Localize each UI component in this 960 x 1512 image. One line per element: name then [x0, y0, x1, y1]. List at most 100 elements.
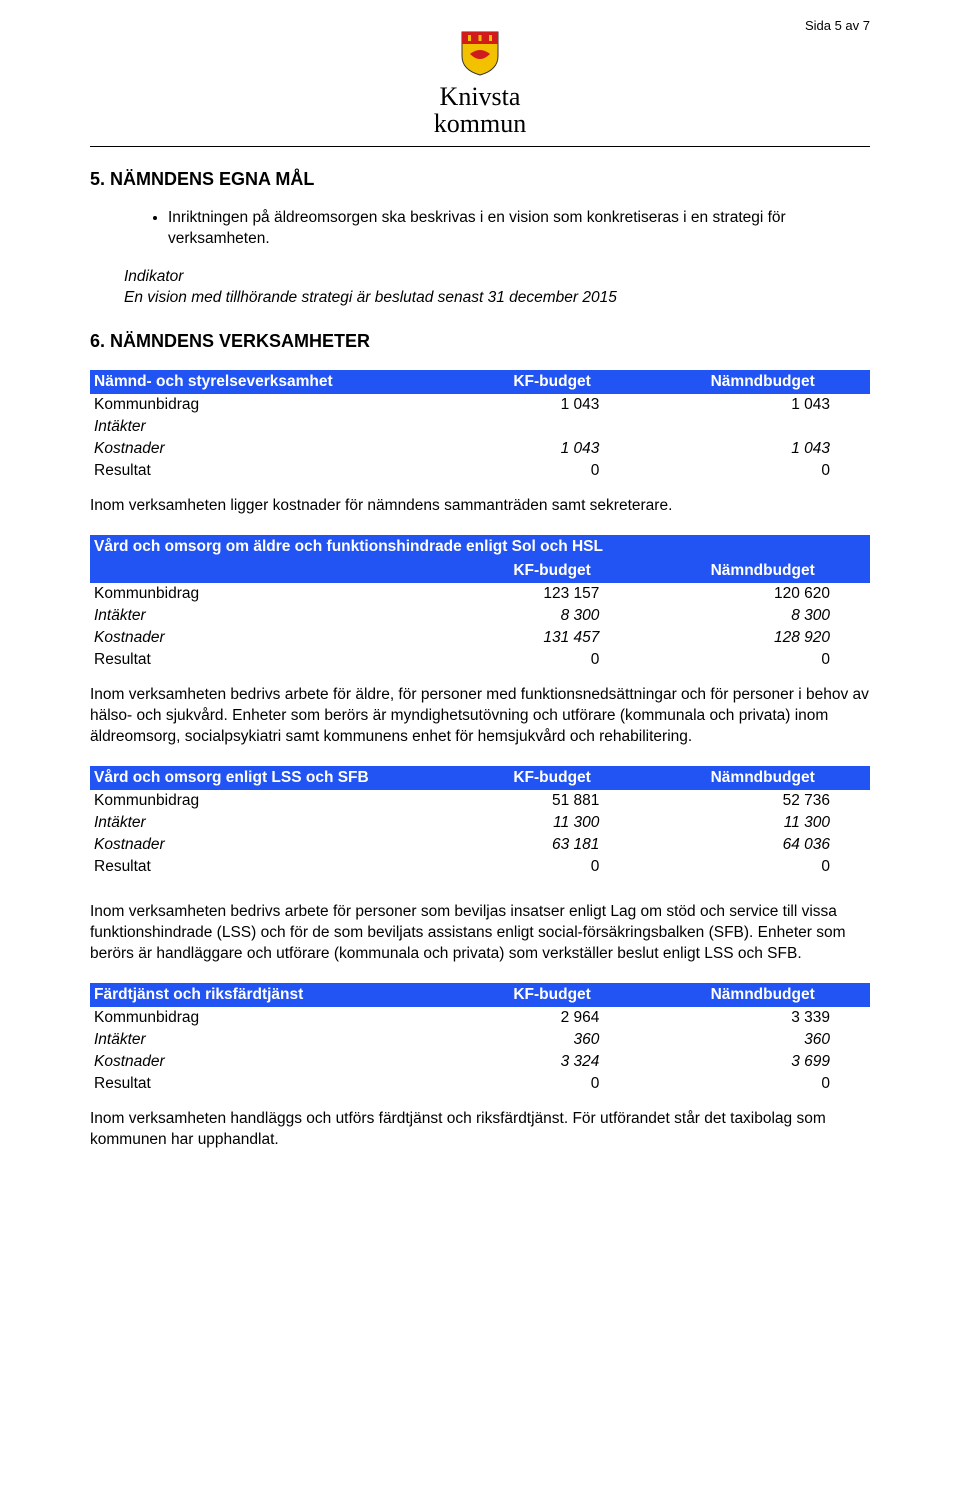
- table-title: Vård och omsorg enligt LSS och SFB: [90, 766, 449, 790]
- table-lss-sfb: Vård och omsorg enligt LSS och SFB KF-bu…: [90, 766, 870, 878]
- para1: Inom verksamheten ligger kostnader för n…: [90, 496, 870, 517]
- row-label: Kommunbidrag: [90, 583, 449, 605]
- row-label: Kostnader: [90, 834, 449, 856]
- bullet-block: Inriktningen på äldreomsorgen ska beskri…: [150, 208, 870, 250]
- table-title: Nämnd- och styrelseverksamhet: [90, 370, 449, 394]
- row-label: Intäkter: [90, 812, 449, 834]
- row-label: Resultat: [90, 1073, 449, 1095]
- logo-line2: kommun: [90, 110, 870, 137]
- row-value-kf: [449, 416, 660, 438]
- table-col2: Nämndbudget: [659, 559, 870, 583]
- row-label: Kommunbidrag: [90, 1007, 449, 1029]
- row-label: Kostnader: [90, 627, 449, 649]
- table-title: Vård och omsorg om äldre och funktionshi…: [90, 535, 870, 559]
- table-row: Intäkter: [90, 416, 870, 438]
- table-row: Resultat00: [90, 1073, 870, 1095]
- table-col2: Nämndbudget: [659, 983, 870, 1007]
- row-value-kf: 0: [449, 460, 660, 482]
- section5-heading: 5. NÄMNDENS EGNA MÅL: [90, 169, 870, 190]
- row-value-namnd: 11 300: [659, 812, 870, 834]
- page-number: Sida 5 av 7: [805, 18, 870, 33]
- row-value-namnd: 3 339: [659, 1007, 870, 1029]
- row-value-namnd: 0: [659, 649, 870, 671]
- table-row: Kommunbidrag1 0431 043: [90, 394, 870, 416]
- table-row: Kostnader3 3243 699: [90, 1051, 870, 1073]
- row-value-namnd: 3 699: [659, 1051, 870, 1073]
- row-value-kf: 131 457: [449, 627, 660, 649]
- row-value-namnd: [659, 416, 870, 438]
- table-row: Kostnader63 18164 036: [90, 834, 870, 856]
- table-col2: Nämndbudget: [659, 766, 870, 790]
- table-col1: KF-budget: [449, 766, 660, 790]
- row-label: Kommunbidrag: [90, 394, 449, 416]
- row-label: Resultat: [90, 460, 449, 482]
- row-value-namnd: 52 736: [659, 790, 870, 812]
- table-row: Kostnader1 0431 043: [90, 438, 870, 460]
- table-header-row: Vård och omsorg enligt LSS och SFB KF-bu…: [90, 766, 870, 790]
- table-row: Intäkter8 3008 300: [90, 605, 870, 627]
- para3: Inom verksamheten bedrivs arbete för per…: [90, 902, 870, 965]
- table-fardtjanst: Färdtjänst och riksfärdtjänst KF-budget …: [90, 983, 870, 1095]
- table-header-row: Nämnd- och styrelseverksamhet KF-budget …: [90, 370, 870, 394]
- row-value-kf: 0: [449, 856, 660, 878]
- row-value-namnd: 128 920: [659, 627, 870, 649]
- table-col1: KF-budget: [449, 370, 660, 394]
- shield-icon: [458, 30, 502, 81]
- para4: Inom verksamheten handläggs och utförs f…: [90, 1109, 870, 1151]
- row-label: Resultat: [90, 856, 449, 878]
- row-value-kf: 11 300: [449, 812, 660, 834]
- row-value-namnd: 0: [659, 1073, 870, 1095]
- table-row: Resultat00: [90, 856, 870, 878]
- row-value-kf: 0: [449, 649, 660, 671]
- table-title: Färdtjänst och riksfärdtjänst: [90, 983, 449, 1007]
- logo-line1: Knivsta: [90, 83, 870, 110]
- table-header-row: KF-budget Nämndbudget: [90, 559, 870, 583]
- row-value-namnd: 360: [659, 1029, 870, 1051]
- row-value-kf: 63 181: [449, 834, 660, 856]
- table-col1: KF-budget: [449, 983, 660, 1007]
- row-label: Kommunbidrag: [90, 790, 449, 812]
- row-value-namnd: 120 620: [659, 583, 870, 605]
- table-header-row: Färdtjänst och riksfärdtjänst KF-budget …: [90, 983, 870, 1007]
- row-value-namnd: 8 300: [659, 605, 870, 627]
- row-label: Resultat: [90, 649, 449, 671]
- table-row: Kommunbidrag51 88152 736: [90, 790, 870, 812]
- row-label: Intäkter: [90, 1029, 449, 1051]
- table-row: Resultat00: [90, 649, 870, 671]
- row-label: Intäkter: [90, 605, 449, 627]
- row-value-namnd: 1 043: [659, 394, 870, 416]
- row-value-namnd: 0: [659, 460, 870, 482]
- indicator-text: En vision med tillhörande strategi är be…: [124, 288, 870, 309]
- row-value-kf: 1 043: [449, 438, 660, 460]
- table-row: Kommunbidrag2 9643 339: [90, 1007, 870, 1029]
- table-namnd: Nämnd- och styrelseverksamhet KF-budget …: [90, 370, 870, 482]
- table-row: Kostnader131 457128 920: [90, 627, 870, 649]
- row-value-kf: 8 300: [449, 605, 660, 627]
- section6-heading: 6. NÄMNDENS VERKSAMHETER: [90, 331, 870, 352]
- table-sol-hsl: Vård och omsorg om äldre och funktionshi…: [90, 535, 870, 671]
- row-value-kf: 360: [449, 1029, 660, 1051]
- row-value-kf: 1 043: [449, 394, 660, 416]
- table-row: Intäkter360360: [90, 1029, 870, 1051]
- para2: Inom verksamheten bedrivs arbete för äld…: [90, 685, 870, 748]
- row-label: Kostnader: [90, 1051, 449, 1073]
- row-value-kf: 0: [449, 1073, 660, 1095]
- row-label: Kostnader: [90, 438, 449, 460]
- row-label: Intäkter: [90, 416, 449, 438]
- indicator-block: Indikator En vision med tillhörande stra…: [124, 267, 870, 309]
- bullet-item: Inriktningen på äldreomsorgen ska beskri…: [168, 208, 870, 250]
- table-row: Intäkter11 30011 300: [90, 812, 870, 834]
- table-row: Resultat00: [90, 460, 870, 482]
- row-value-namnd: 1 043: [659, 438, 870, 460]
- divider: [90, 146, 870, 147]
- row-value-kf: 123 157: [449, 583, 660, 605]
- table-row: Kommunbidrag123 157120 620: [90, 583, 870, 605]
- row-value-namnd: 0: [659, 856, 870, 878]
- table-blank: [90, 559, 449, 583]
- row-value-kf: 2 964: [449, 1007, 660, 1029]
- table-header-row: Vård och omsorg om äldre och funktionshi…: [90, 535, 870, 559]
- row-value-namnd: 64 036: [659, 834, 870, 856]
- logo: Knivsta kommun: [90, 30, 870, 138]
- table-col1: KF-budget: [449, 559, 660, 583]
- row-value-kf: 51 881: [449, 790, 660, 812]
